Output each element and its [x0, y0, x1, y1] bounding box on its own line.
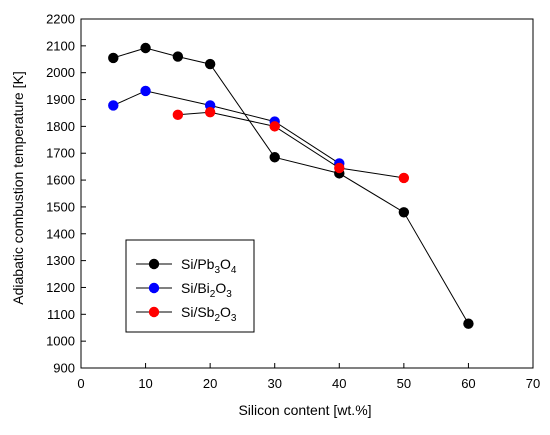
- legend-label: Si/Bi2O3: [181, 280, 232, 300]
- data-point: [172, 109, 184, 121]
- legend-label-subscript: 3: [226, 289, 232, 300]
- x-tick-label: 60: [461, 376, 475, 391]
- data-point: [463, 318, 474, 329]
- y-tick-label: 1700: [46, 146, 75, 161]
- data-point: [108, 52, 119, 64]
- x-tick-label: 0: [77, 376, 84, 391]
- series-2: [172, 106, 410, 184]
- legend-label-part: O: [220, 256, 231, 272]
- data-point: [269, 152, 280, 163]
- plot-frame: [80, 18, 534, 369]
- data-point: [140, 42, 151, 54]
- y-tick-label: 1400: [46, 226, 75, 241]
- legend-label-part: Si/Pb: [181, 256, 215, 272]
- legend-label-part: Si/Bi: [181, 280, 210, 296]
- axes-layer: 0 10 20 30 40 50 60 70 900 1000 1100 1200 1300 1400 15…: [46, 12, 540, 392]
- y-tick-label: 1300: [46, 253, 75, 268]
- data-point: [172, 51, 184, 62]
- legend-label-subscript: 4: [231, 265, 237, 276]
- y-tick-label: 2100: [46, 38, 75, 53]
- x-tick-label: 10: [138, 376, 152, 391]
- series-1: [108, 85, 345, 169]
- legend-label-subscript: 3: [231, 313, 237, 324]
- x-tick-label: 20: [203, 376, 217, 391]
- legend-marker: [148, 306, 160, 318]
- legend-label-part: O: [220, 304, 231, 320]
- y-tick-label: 2000: [46, 65, 75, 80]
- legend-label-part: O: [215, 280, 226, 296]
- y-tick-label: 2200: [46, 12, 75, 27]
- data-point: [398, 207, 410, 218]
- y-tick-label: 1200: [46, 280, 75, 295]
- series-line: [113, 47, 469, 324]
- series-layer: [108, 42, 474, 329]
- x-tick-label: 40: [332, 376, 346, 391]
- y-tick-label: 1600: [46, 173, 75, 188]
- legend-label-part: Si/Sb: [181, 304, 215, 320]
- y-axis-title: Adiabatic combustion temperature [K]: [10, 71, 26, 304]
- legend-label-subscript: 3: [214, 265, 220, 276]
- y-tick-label: 1900: [46, 92, 75, 107]
- data-point: [334, 162, 345, 174]
- legend-label-subscript: 2: [210, 289, 216, 300]
- data-point: [108, 100, 119, 111]
- data-point: [140, 85, 151, 97]
- legend-label: Si/Sb2O3: [181, 304, 237, 324]
- series-line: [113, 90, 340, 164]
- data-point: [204, 58, 216, 70]
- x-tick-label: 70: [526, 376, 540, 391]
- x-tick-label: 50: [397, 376, 411, 391]
- legend-box: [125, 239, 255, 333]
- y-tick-label: 1100: [47, 307, 75, 322]
- y-tick-label: 1000: [46, 334, 75, 349]
- y-tick-label: 1800: [46, 119, 75, 134]
- data-point: [204, 106, 216, 118]
- legend-label: Si/Pb3O4: [181, 256, 237, 276]
- legend-marker: [148, 258, 160, 270]
- series-line: [177, 111, 404, 179]
- legend-marker: [148, 282, 160, 294]
- legend-label-subscript: 2: [214, 313, 220, 324]
- y-tick-label: 1500: [46, 199, 75, 214]
- x-tick-label: 30: [267, 376, 281, 391]
- x-axis-title: Silicon content [wt.%]: [238, 402, 371, 418]
- data-point: [398, 172, 410, 184]
- data-point: [269, 121, 280, 132]
- y-tick-label: 900: [53, 361, 75, 376]
